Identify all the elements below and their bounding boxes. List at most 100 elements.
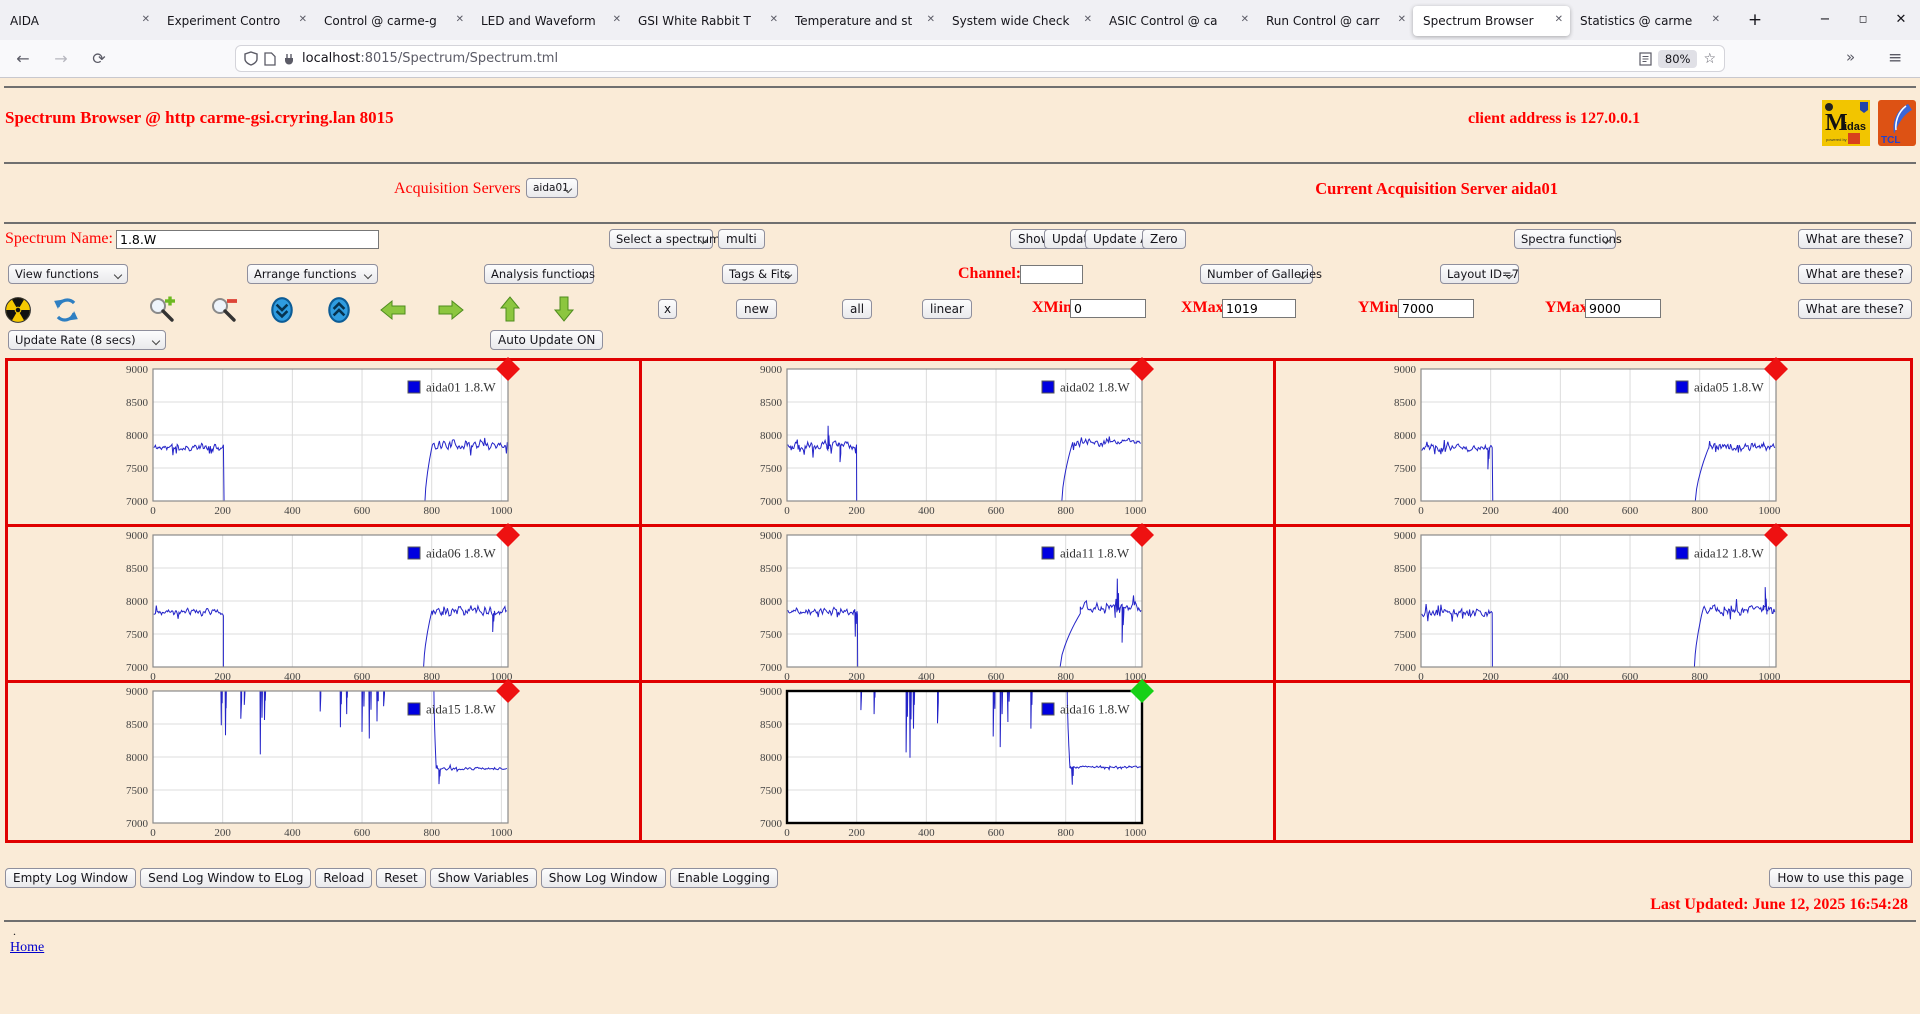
linear-button[interactable]: linear (922, 299, 972, 319)
gallery-cell-5[interactable]: 0 200 400 600 800 1000 7000 7500 8000 8500 9000 aid… (642, 523, 1276, 683)
home-link[interactable]: Home (10, 940, 45, 955)
tab-gsi-white-rabbit-t[interactable]: GSI White Rabbit T ✕ (628, 6, 785, 36)
arrow-down-icon[interactable] (552, 294, 576, 324)
analysis-functions-dropdown[interactable]: Analysis functions (484, 264, 595, 284)
arrange-functions-dropdown[interactable]: Arrange functions (247, 264, 378, 284)
update-rate-dropdown[interactable]: Update Rate (8 secs) (8, 330, 166, 350)
back-icon[interactable]: ← (16, 49, 30, 68)
plug-icon[interactable] (282, 52, 296, 66)
tab-statistics-carme[interactable]: Statistics @ carme ✕ (1570, 6, 1727, 36)
status-diamond-icon[interactable] (1130, 523, 1154, 547)
reload-button[interactable]: Reload (315, 868, 373, 888)
ymin-input[interactable] (1398, 299, 1474, 318)
gallery-cell-9-empty[interactable] (1276, 683, 1910, 840)
menu-icon[interactable]: ≡ (1888, 48, 1903, 68)
gallery-cell-6[interactable]: 0 200 400 600 800 1000 7000 7500 8000 8500 9000 aid… (1276, 523, 1910, 683)
spectrum-plot-aida11[interactable]: 0 200 400 600 800 100070007500800085009000aid… (742, 523, 1162, 683)
maximize-icon[interactable]: ◻ (1858, 14, 1868, 25)
tab-led-and-waveform[interactable]: LED and Waveform ✕ (471, 6, 628, 36)
tab-temperature-and-st[interactable]: Temperature and st ✕ (785, 6, 942, 36)
tab-system-wide-check[interactable]: System wide Check ✕ (942, 6, 1099, 36)
view-functions-dropdown[interactable]: View functions (8, 264, 128, 284)
gallery-cell-7[interactable]: 0 200 400 600 800 1000 7000 7500 8000 8500 9000 aid… (8, 679, 642, 840)
gallery-cell-4[interactable]: 0 200 400 600 800 1000 7000 7500 8000 8500 9000 aid… (8, 523, 642, 683)
status-diamond-icon[interactable] (1130, 679, 1154, 703)
reload-icon[interactable]: ⟳ (92, 49, 106, 68)
page-icon[interactable] (264, 51, 276, 66)
tab-close-icon[interactable]: ✕ (612, 14, 621, 25)
bookmark-star-icon[interactable]: ☆ (1703, 50, 1716, 67)
what-are-these-button-1[interactable]: What are these? (1797, 229, 1912, 249)
forward-icon[interactable]: → (54, 49, 68, 68)
overflow-icon[interactable]: » (1846, 48, 1856, 66)
all-button[interactable]: all (842, 299, 873, 319)
channel-input[interactable] (1020, 265, 1083, 284)
status-diamond-icon[interactable] (496, 357, 520, 381)
tab-close-icon[interactable]: ✕ (1083, 14, 1092, 25)
new-tab-icon[interactable]: + (1747, 10, 1763, 30)
layout-id-dropdown[interactable]: Layout ID=7 (1440, 264, 1519, 284)
tab-close-icon[interactable]: ✕ (298, 14, 307, 25)
arrow-right-icon[interactable] (436, 298, 466, 322)
spectrum-plot-aida16[interactable]: 0 200 400 600 800 1000 7000 7500 8000 8500 9000 aid… (742, 679, 1162, 839)
status-diamond-icon[interactable] (496, 679, 520, 703)
show-log-window-button[interactable]: Show Log Window (540, 868, 666, 888)
spectra-functions-dropdown[interactable]: Spectra functions (1514, 229, 1622, 249)
zero-button[interactable]: Zero (1142, 229, 1186, 249)
status-diamond-icon[interactable] (1764, 357, 1788, 381)
url-text[interactable]: localhost:8015/Spectrum/Spectrum.tml (302, 51, 559, 66)
gallery-cell-3[interactable]: 0 200 400 600 800 1000 7000 7500 8000 8500 9000 aid… (1276, 357, 1910, 527)
empty-log-window-button[interactable]: Empty Log Window (5, 868, 137, 888)
tab-control-carme-g[interactable]: Control @ carme-g ✕ (314, 6, 471, 36)
arrow-left-icon[interactable] (378, 298, 408, 322)
scroll-down-icon[interactable] (268, 296, 296, 324)
tab-close-icon[interactable]: ✕ (141, 14, 150, 25)
spectrum-plot-aida12[interactable]: 0 200 400 600 800 1000 7000 7500 8000 8500 9000 aid… (1376, 523, 1796, 683)
tab-close-icon[interactable]: ✕ (455, 14, 464, 25)
xmax-input[interactable] (1222, 299, 1296, 318)
spectrum-plot-aida15[interactable]: 0 200 400 600 800 1000 7000 7500 8000 8500 9000 aid… (108, 679, 528, 839)
auto-update-button[interactable]: Auto Update ON (490, 330, 604, 350)
tab-aida[interactable]: AIDA ✕ (0, 6, 157, 36)
scroll-up-icon[interactable] (325, 296, 353, 324)
status-diamond-icon[interactable] (496, 523, 520, 547)
arrow-up-icon[interactable] (498, 294, 522, 324)
tab-run-control-carr[interactable]: Run Control @ carr ✕ (1256, 6, 1413, 36)
tab-close-icon[interactable]: ✕ (1397, 14, 1406, 25)
status-diamond-icon[interactable] (1130, 357, 1154, 381)
multi-button[interactable]: multi (718, 229, 765, 249)
send-log-window-to-elog-button[interactable]: Send Log Window to ELog (140, 868, 312, 888)
number-of-galleries-dropdown[interactable]: Number of Galleries (1200, 264, 1322, 284)
tab-close-icon[interactable]: ✕ (1554, 14, 1563, 25)
tab-experiment-contro[interactable]: Experiment Contro ✕ (157, 6, 314, 36)
reader-icon[interactable] (1639, 51, 1652, 66)
gallery-cell-8[interactable]: 0 200 400 600 800 1000 7000 7500 8000 8500 9000 aid… (642, 679, 1276, 840)
spectrum-plot-aida05[interactable]: 0 200 400 600 800 1000 7000 7500 8000 8500 9000 aid… (1376, 357, 1796, 517)
enable-logging-button[interactable]: Enable Logging (669, 868, 778, 888)
select-spectrum-dropdown[interactable]: Select a spectrum (609, 229, 720, 249)
close-icon[interactable]: ✕ (1895, 12, 1907, 27)
spectrum-plot-aida06[interactable]: 0 200 400 600 800 100070007500800085009000aid… (108, 523, 528, 683)
zoom-in-icon[interactable] (148, 296, 176, 324)
zoom-out-icon[interactable] (210, 296, 238, 324)
tab-asic-control-ca[interactable]: ASIC Control @ ca ✕ (1099, 6, 1256, 36)
acquisition-server-select[interactable]: aida01 (526, 178, 578, 198)
radiation-icon[interactable] (4, 296, 32, 324)
refresh-icon[interactable] (52, 296, 80, 324)
x-button[interactable]: x (658, 299, 678, 319)
gallery-cell-1[interactable]: 0 200 400 600 800 1000 7000 7500 8000 8500 9000 aid… (8, 357, 642, 527)
xmin-input[interactable] (1070, 299, 1146, 318)
zoom-level-badge[interactable]: 80% (1657, 49, 1698, 68)
spectrum-plot-aida01[interactable]: 0 200 400 600 800 1000 7000 7500 8000 8500 9000 aid… (108, 357, 528, 517)
shield-icon[interactable] (244, 51, 258, 66)
ymax-input[interactable] (1585, 299, 1661, 318)
tab-close-icon[interactable]: ✕ (1240, 14, 1249, 25)
show-variables-button[interactable]: Show Variables (429, 868, 537, 888)
how-to-use-button[interactable]: How to use this page (1769, 868, 1912, 888)
what-are-these-button-3[interactable]: What are these? (1797, 299, 1912, 319)
new-button[interactable]: new (736, 299, 777, 319)
what-are-these-button-2[interactable]: What are these? (1797, 264, 1912, 284)
tags-fits-dropdown[interactable]: Tags & Fits (722, 264, 798, 284)
tab-close-icon[interactable]: ✕ (769, 14, 778, 25)
minimize-icon[interactable]: − (1819, 12, 1831, 27)
